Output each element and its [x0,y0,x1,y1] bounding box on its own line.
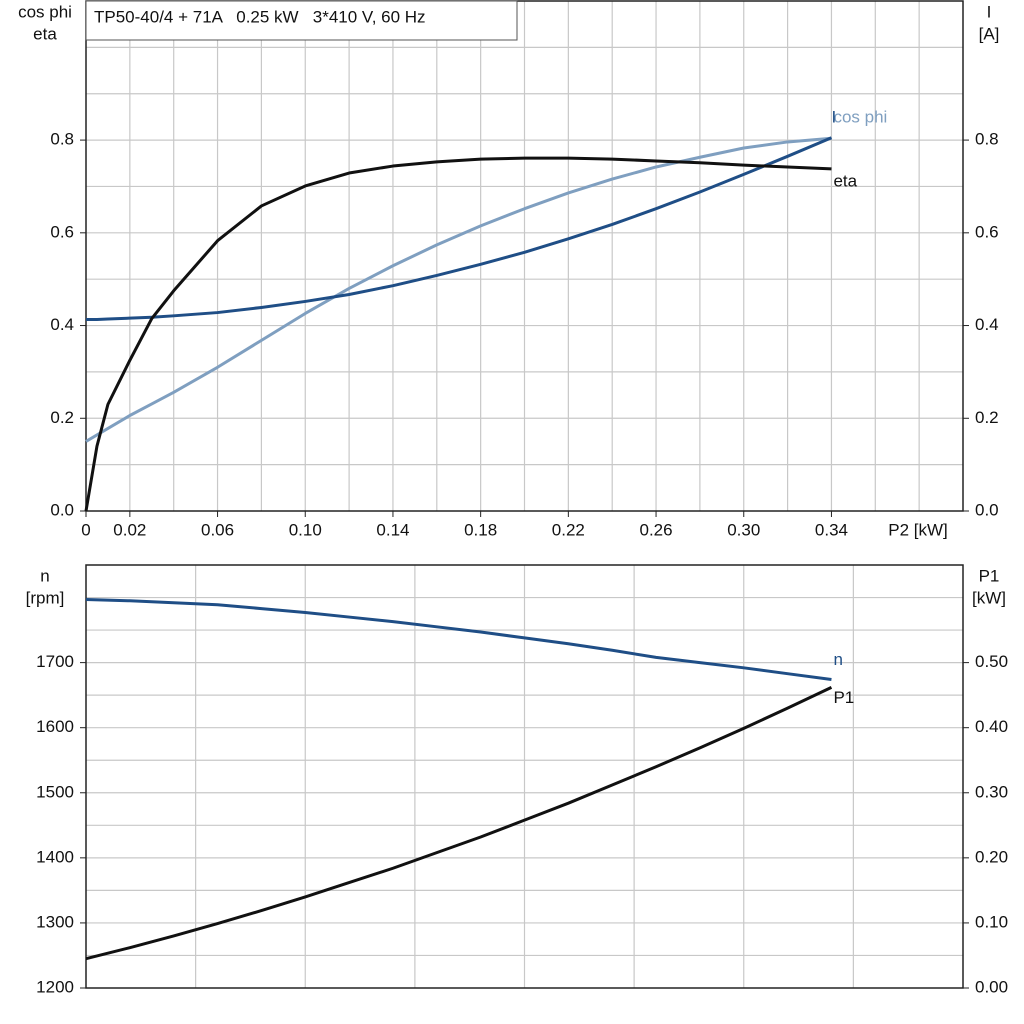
series-line [84,156,832,512]
y2-tick-label: 0.30 [975,782,1008,801]
plot-frame [85,0,964,512]
x-tick-label: 0.34 [815,520,848,539]
y-tick-label: 0.0 [50,500,74,519]
chart-title: TP50-40/4 + 71A 0.25 kW 3*410 V, 60 Hz [94,7,426,26]
series-line [85,685,833,961]
plot-frame [85,564,964,989]
y2-axis-label: I [987,2,992,21]
x-tick-label: 0 [81,520,90,539]
series-line [86,136,833,322]
series-label: I [831,107,836,126]
y-tick-label: 0.8 [50,130,74,149]
y-tick-label: 1700 [36,652,74,671]
series-label: P1 [833,688,854,707]
y-tick-label: 0.6 [50,222,74,241]
y2-tick-label: 0.2 [975,408,999,427]
title-box [85,0,518,41]
y-tick-label: 1600 [36,717,74,736]
y2-axis-label: [kW] [972,588,1006,607]
y-axis-label: cos phi [18,2,72,21]
x-tick-label: 0.06 [201,520,234,539]
y-axis-label: [rpm] [26,588,65,607]
x-tick-label: 0.18 [464,520,497,539]
series-label: eta [833,171,857,190]
y-tick-label: 0.4 [50,315,74,334]
y-tick-label: 1300 [36,912,74,931]
y2-tick-label: 0.50 [975,652,1008,671]
y2-tick-label: 0.20 [975,847,1008,866]
y-tick-label: 1500 [36,782,74,801]
y2-tick-label: 0.8 [975,130,999,149]
y2-tick-label: 0.0 [975,500,999,519]
x-tick-label: 0.26 [640,520,673,539]
y-axis-label: eta [33,24,57,43]
y2-tick-label: 0.00 [975,977,1008,996]
series-label: cos phi [833,108,887,127]
series-line [85,597,832,682]
x-tick-label: 0.02 [113,520,146,539]
y-tick-label: 1200 [36,977,74,996]
x-tick-label: 0.10 [289,520,322,539]
x-axis-label: P2 [kW] [888,520,948,539]
x-tick-label: 0.30 [727,520,760,539]
y-axis-label: n [40,566,49,585]
x-tick-label: 0.22 [552,520,585,539]
y2-axis-label: P1 [979,566,1000,585]
series-line [85,136,832,443]
series-label: n [833,650,842,669]
y2-tick-label: 0.6 [975,222,999,241]
x-tick-label: 0.14 [376,520,409,539]
y2-tick-label: 0.4 [975,315,999,334]
y2-tick-label: 0.10 [975,912,1008,931]
y-tick-label: 0.2 [50,408,74,427]
y2-tick-label: 0.40 [975,717,1008,736]
y2-axis-label: [A] [979,24,1000,43]
y-tick-label: 1400 [36,847,74,866]
